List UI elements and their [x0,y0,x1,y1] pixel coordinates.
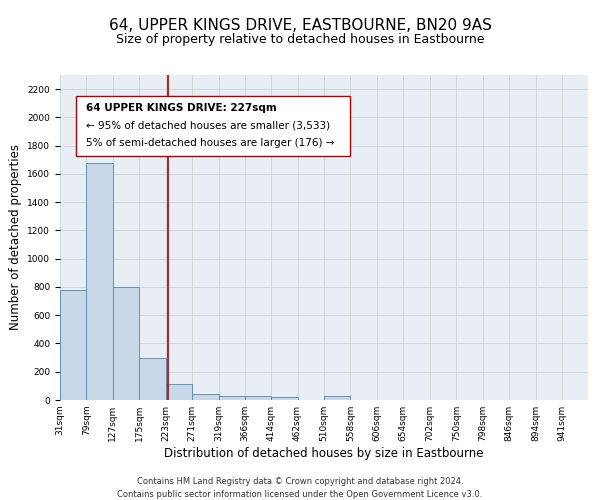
Y-axis label: Number of detached properties: Number of detached properties [9,144,22,330]
Text: Contains HM Land Registry data © Crown copyright and database right 2024.: Contains HM Land Registry data © Crown c… [137,478,463,486]
Bar [139,358,166,400]
Bar [324,396,350,400]
Bar [60,290,86,400]
Text: ← 95% of detached houses are smaller (3,533): ← 95% of detached houses are smaller (3,… [86,120,331,130]
FancyBboxPatch shape [76,96,350,156]
Text: 64 UPPER KINGS DRIVE: 227sqm: 64 UPPER KINGS DRIVE: 227sqm [86,102,277,113]
Text: 64, UPPER KINGS DRIVE, EASTBOURNE, BN20 9AS: 64, UPPER KINGS DRIVE, EASTBOURNE, BN20 … [109,18,491,32]
Bar [113,287,139,400]
Bar [271,397,298,400]
X-axis label: Distribution of detached houses by size in Eastbourne: Distribution of detached houses by size … [164,447,484,460]
Bar [192,394,219,400]
Bar [86,162,113,400]
Text: Contains public sector information licensed under the Open Government Licence v3: Contains public sector information licen… [118,490,482,499]
Bar [166,384,192,400]
Bar [219,396,245,400]
Text: 5% of semi-detached houses are larger (176) →: 5% of semi-detached houses are larger (1… [86,138,335,148]
Text: Size of property relative to detached houses in Eastbourne: Size of property relative to detached ho… [116,32,484,46]
Bar [245,396,271,400]
